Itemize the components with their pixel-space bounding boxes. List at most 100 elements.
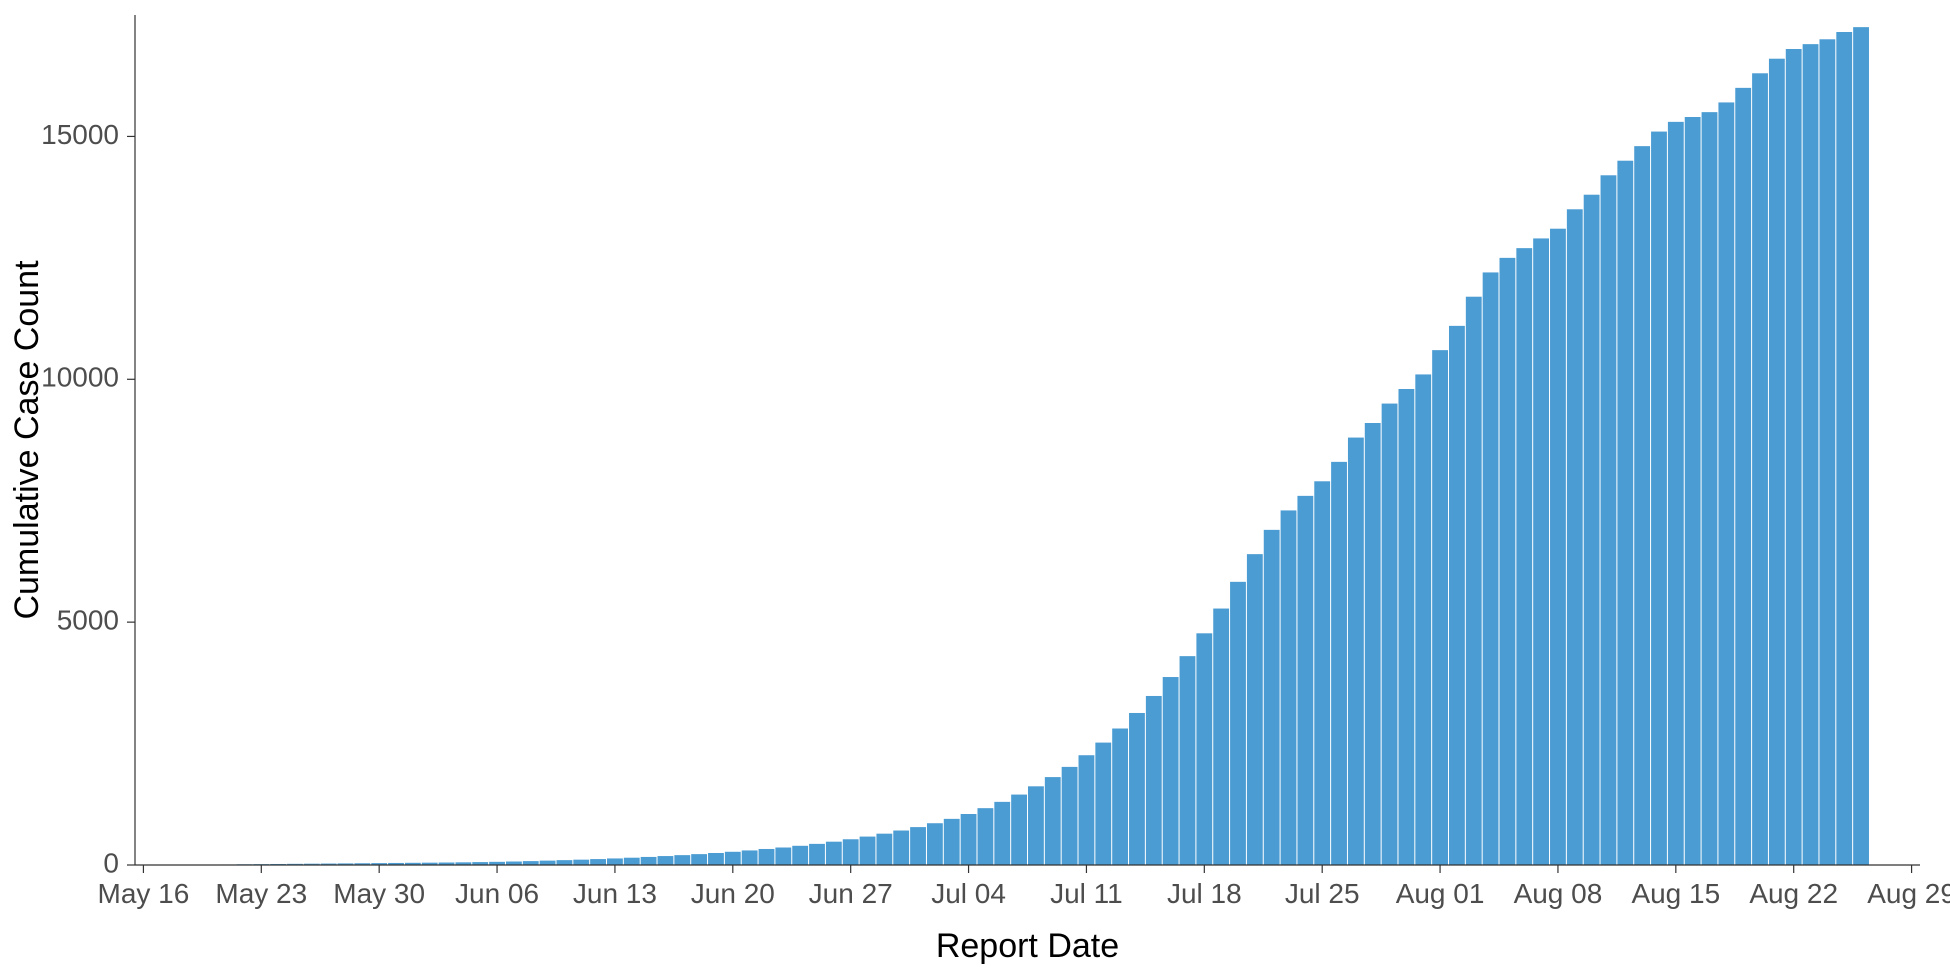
y-tick-label: 10000: [41, 362, 119, 393]
x-tick-label: Aug 01: [1396, 878, 1485, 909]
bar: [1011, 795, 1027, 865]
cumulative-case-chart: 0 5000 10000 15000 May 16 May 23 May 30 Jun 06 J…: [0, 0, 1950, 975]
bar: [658, 856, 674, 865]
bar: [691, 854, 707, 865]
y-axis-title: Cumulative Case Count: [8, 260, 46, 620]
x-tick-label: Jul 18: [1167, 878, 1242, 909]
bar: [1079, 755, 1095, 865]
bar: [1028, 786, 1044, 865]
bar: [1095, 743, 1111, 865]
bar: [1230, 582, 1246, 865]
bar: [674, 855, 690, 865]
bar: [641, 857, 657, 865]
bar: [1516, 248, 1532, 865]
bar: [1500, 258, 1516, 865]
bar: [1196, 633, 1212, 865]
bar: [843, 839, 859, 865]
x-tick-label: Aug 08: [1514, 878, 1603, 909]
bar: [1533, 238, 1549, 865]
bar: [1415, 374, 1431, 865]
bar: [809, 844, 825, 865]
x-tick-label: Jun 27: [809, 878, 893, 909]
x-tick-label: Jun 20: [691, 878, 775, 909]
bar: [1584, 195, 1600, 865]
bar: [826, 842, 842, 865]
bar: [1702, 112, 1718, 865]
bar: [1752, 73, 1768, 865]
bar: [876, 834, 892, 865]
bar: [1112, 729, 1128, 865]
y-tick-label: 0: [103, 847, 119, 878]
bar: [1348, 438, 1364, 865]
x-tick-label: Aug 29: [1867, 878, 1950, 909]
bar: [1466, 297, 1482, 865]
bar: [1550, 229, 1566, 865]
bar: [1062, 767, 1078, 865]
bar: [1735, 88, 1751, 865]
bar: [1769, 59, 1785, 865]
bar: [1129, 713, 1145, 865]
bar: [1449, 326, 1465, 865]
bar: [1382, 404, 1398, 865]
bar: [1432, 350, 1448, 865]
bar: [1264, 530, 1280, 865]
bar: [927, 823, 943, 865]
bar: [590, 859, 606, 865]
bar: [759, 849, 775, 865]
x-tick-label: Jun 06: [455, 878, 539, 909]
bar: [893, 831, 909, 865]
x-tick-label: May 30: [333, 878, 425, 909]
bar: [1045, 777, 1061, 865]
x-tick-label: Aug 22: [1749, 878, 1838, 909]
y-tick-label: 5000: [57, 605, 119, 636]
x-tick-label: May 23: [215, 878, 307, 909]
bar: [573, 860, 589, 865]
bar: [1365, 423, 1381, 865]
bar: [1617, 161, 1633, 865]
bar: [910, 827, 926, 865]
x-tick-label: Jul 04: [931, 878, 1006, 909]
bar: [725, 852, 741, 865]
x-tick-label: Jul 25: [1285, 878, 1360, 909]
bar: [742, 850, 758, 865]
bar: [1668, 122, 1684, 865]
bar: [1331, 462, 1347, 865]
bar: [607, 858, 623, 865]
bar: [1819, 39, 1835, 865]
bar: [1634, 146, 1650, 865]
bar: [792, 846, 808, 865]
y-tick-label: 15000: [41, 119, 119, 150]
bar: [1398, 389, 1414, 865]
bar: [1163, 677, 1179, 865]
x-tick-label: May 16: [98, 878, 190, 909]
bar: [1314, 481, 1330, 865]
bar: [540, 861, 556, 865]
bar: [1651, 132, 1667, 865]
bar: [860, 837, 876, 865]
bar: [1483, 272, 1499, 865]
bar: [1567, 209, 1583, 865]
x-tick-label: Aug 15: [1631, 878, 1720, 909]
bar: [1297, 496, 1313, 865]
x-tick-label: Jun 13: [573, 878, 657, 909]
bar: [1281, 510, 1297, 865]
bar: [1213, 609, 1229, 865]
bar: [977, 808, 993, 865]
bar: [1247, 554, 1263, 865]
bar: [775, 848, 791, 865]
bar: [1853, 27, 1869, 865]
chart-container: 0 5000 10000 15000 May 16 May 23 May 30 Jun 06 J…: [0, 0, 1950, 975]
bar: [961, 814, 977, 865]
bar: [1685, 117, 1701, 865]
bar: [708, 853, 724, 865]
bar: [1803, 44, 1819, 865]
bar: [1146, 696, 1162, 865]
bar: [994, 802, 1010, 865]
x-axis-title: Report Date: [936, 927, 1119, 965]
bar: [1836, 32, 1852, 865]
bar: [1601, 175, 1617, 865]
bar: [1786, 49, 1802, 865]
bar: [944, 819, 960, 865]
bar: [1718, 102, 1734, 865]
bar: [1180, 656, 1196, 865]
